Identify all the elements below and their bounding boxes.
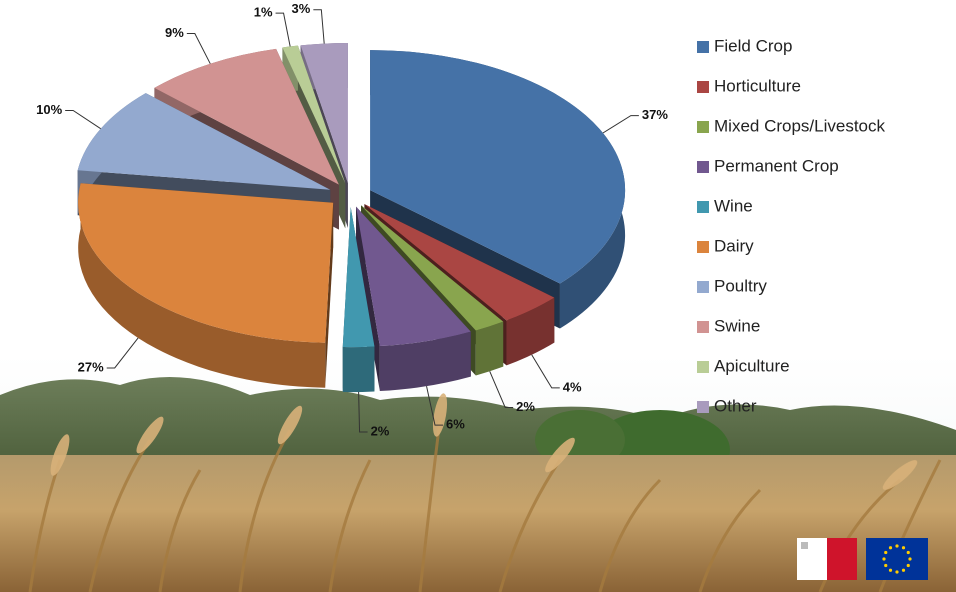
legend-swatch [697, 281, 709, 293]
legend-label: Horticulture [714, 76, 801, 95]
legend-label: Mixed Crops/Livestock [714, 116, 886, 135]
star [884, 551, 887, 554]
star [908, 557, 911, 560]
star [907, 564, 910, 567]
data-label: 3% [292, 1, 311, 16]
legend-label: Swine [714, 316, 760, 335]
legend-swatch [697, 161, 709, 173]
legend-swatch [697, 321, 709, 333]
star [882, 557, 885, 560]
star [907, 551, 910, 554]
slice-side [343, 346, 375, 392]
legend-label: Dairy [714, 236, 754, 255]
star [902, 569, 905, 572]
data-label: 1% [254, 5, 273, 20]
star [902, 546, 905, 549]
legend-label: Other [714, 396, 757, 415]
star [889, 546, 892, 549]
legend-label: Field Crop [714, 36, 792, 55]
legend-swatch [697, 361, 709, 373]
legend-label: Wine [714, 196, 753, 215]
legend-swatch [697, 201, 709, 213]
slice-side [476, 322, 503, 376]
star [884, 564, 887, 567]
legend-swatch [697, 41, 709, 53]
data-label: 6% [446, 417, 465, 432]
chart: 37% 4% 2% 6% 2% 27% 10% 9% 1% 3% Field Crop Hortic… [0, 0, 956, 592]
legend-swatch [697, 121, 709, 133]
star [895, 544, 898, 547]
legend-label: Poultry [714, 276, 767, 295]
malta-flag [797, 538, 857, 580]
eu-flag [866, 538, 928, 580]
data-label: 4% [563, 379, 582, 394]
legend-swatch [697, 401, 709, 413]
legend-swatch [697, 241, 709, 253]
star [895, 570, 898, 573]
legend-swatch [697, 81, 709, 93]
star [889, 569, 892, 572]
data-label: 9% [165, 25, 184, 40]
data-label: 37% [642, 107, 668, 122]
legend-label: Apiculture [714, 356, 790, 375]
legend-label: Permanent Crop [714, 156, 839, 175]
data-label: 27% [78, 359, 104, 374]
data-label: 2% [516, 399, 535, 414]
data-label: 2% [371, 423, 390, 438]
data-label: 10% [36, 102, 62, 117]
